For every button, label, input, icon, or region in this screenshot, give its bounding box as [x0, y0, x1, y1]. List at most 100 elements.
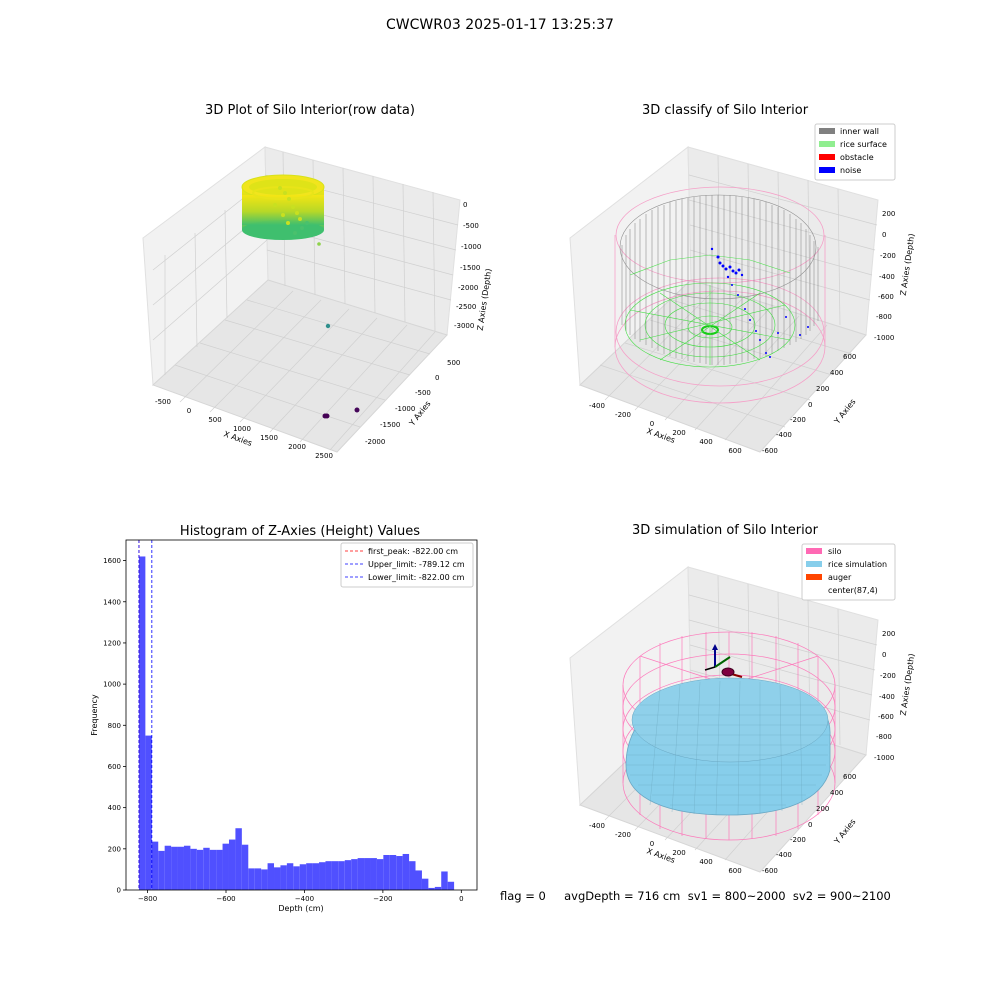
- raw-3d-z-ticks: 0 -500 -1000 -1500 -2000 -2500 -3000: [454, 201, 481, 330]
- histogram-bar: [428, 887, 435, 890]
- legend-label: first_peak: -822.00 cm: [368, 547, 458, 556]
- x-tick-label: −800: [138, 895, 157, 903]
- legend-label: rice surface: [840, 140, 887, 149]
- histogram-xlabel: Depth (cm): [278, 904, 323, 913]
- classify-3d-inner-wall: [619, 194, 819, 365]
- raw-3d-ylabel: Y Axies: [407, 399, 433, 428]
- simulation-3d-ylabel: Y Axies: [832, 817, 858, 846]
- histogram-bar: [299, 864, 307, 890]
- classify-3d-plot: inner wall rice surface obstacle noise 2…: [569, 123, 917, 455]
- legend-label: silo: [828, 547, 842, 556]
- classify-3d-z-ticks: 200 0 -200 -400 -600 -800 -1000: [874, 210, 896, 342]
- raw-3d-zlabel: Z Axies (Depth): [476, 268, 494, 331]
- x-tick: 1000: [233, 425, 251, 433]
- raw-3d-x-ticks: -500 0 500 1000 1500 2000 2500: [155, 398, 333, 460]
- x-tick-label: −200: [373, 895, 392, 903]
- y-tick: 200: [816, 385, 829, 393]
- histogram-bar: [409, 861, 416, 890]
- raw-3d-pane-floor: [152, 279, 448, 453]
- histogram-bar: [286, 863, 294, 890]
- histogram-bar: [415, 870, 422, 890]
- x-tick: 200: [672, 849, 685, 857]
- histogram-x-ticks: −800 −600 −400 −200 0: [138, 890, 464, 903]
- legend-swatch-rice-surface: [819, 141, 835, 147]
- status-footer: flag = 0 avgDepth = 716 cm sv1 = 800~200…: [500, 889, 891, 903]
- y-tick: -200: [790, 836, 806, 844]
- z-tick: -3000: [454, 322, 474, 330]
- simulation-3d-auger: [704, 644, 743, 678]
- classify-3d-gridlines: [599, 155, 878, 441]
- histogram-bar: [177, 846, 184, 890]
- legend-label: rice simulation: [828, 560, 887, 569]
- x-tick: -200: [615, 831, 631, 839]
- raw-3d-silo-points: [241, 174, 325, 240]
- z-tick: -1000: [874, 754, 894, 762]
- histogram-bar: [151, 841, 159, 890]
- classify-3d-y-ticks: 600 400 200 0 -200 -400 -600: [762, 353, 856, 455]
- raw-3d-title: 3D Plot of Silo Interior(row data): [205, 103, 415, 118]
- z-tick: -2500: [456, 303, 476, 311]
- x-tick-label: −400: [295, 895, 314, 903]
- legend-swatch-obstacle: [819, 154, 835, 160]
- histogram-bar: [248, 868, 255, 890]
- y-tick: -400: [776, 851, 792, 859]
- y-tick: -500: [415, 389, 431, 397]
- z-tick: 0: [463, 201, 467, 209]
- histogram-bar: [145, 735, 152, 890]
- y-tick: -2000: [365, 438, 385, 446]
- classify-3d-legend: inner wall rice surface obstacle noise: [814, 123, 896, 181]
- x-tick-label: −600: [216, 895, 235, 903]
- z-tick: 0: [882, 231, 886, 239]
- panel-raw-3d: 3D Plot of Silo Interior(row data): [125, 95, 495, 475]
- classify-3d-zlabel: Z Axies (Depth): [899, 233, 917, 296]
- histogram-bar: [319, 862, 326, 890]
- histogram-bar: [196, 849, 204, 890]
- panel-classify-3d: 3D classify of Silo Interior: [560, 95, 940, 475]
- z-tick: -500: [463, 222, 479, 230]
- y-tick: -600: [762, 447, 778, 455]
- y-tick-label: 600: [108, 763, 121, 771]
- y-tick: 400: [830, 369, 843, 377]
- histogram-bar: [254, 868, 262, 890]
- y-tick: -1500: [380, 421, 400, 429]
- y-tick-label: 1000: [103, 681, 121, 689]
- classify-3d-pane-floor: [579, 279, 867, 453]
- z-tick: -600: [878, 293, 894, 301]
- y-tick: 0: [808, 401, 812, 409]
- histogram-bar: [312, 863, 320, 890]
- histogram-bar: [235, 828, 242, 890]
- y-tick: -1000: [395, 405, 415, 413]
- histogram-bar: [306, 863, 313, 890]
- classify-3d-title: 3D classify of Silo Interior: [641, 103, 809, 118]
- classify-3d-x-ticks: -400 -200 0 200 400 600: [589, 402, 742, 455]
- histogram-bar: [370, 858, 377, 890]
- simulation-3d-x-ticks: -400 -200 0 200 400 600: [589, 822, 742, 875]
- histogram-bar: [383, 855, 390, 890]
- histogram-bar: [389, 855, 397, 890]
- histogram-bar: [171, 846, 178, 890]
- x-tick: 0: [650, 840, 654, 848]
- z-tick: -800: [876, 313, 892, 321]
- x-tick: -500: [155, 398, 171, 406]
- y-tick: 200: [816, 805, 829, 813]
- histogram-bar: [338, 861, 345, 890]
- histogram-y-ticks: 0 200 400 600 800 1000 1200 1400 1600: [103, 557, 126, 895]
- z-tick: -400: [879, 273, 895, 281]
- x-tick-label: 0: [459, 895, 463, 903]
- z-tick: -1000: [461, 243, 481, 251]
- histogram-bar: [357, 858, 365, 890]
- classify-3d-rice-surface: [624, 254, 796, 368]
- y-tick: -400: [776, 431, 792, 439]
- z-tick: -200: [880, 252, 896, 260]
- histogram-bar: [267, 863, 275, 890]
- histogram-bar: [293, 866, 300, 890]
- histogram-bar: [441, 871, 448, 890]
- histogram-bar: [434, 886, 442, 890]
- legend-label: noise: [840, 166, 861, 175]
- histogram-threshold-lines: [138, 540, 153, 890]
- histogram-legend: first_peak: -822.00 cm Upper_limit: -789…: [340, 542, 474, 588]
- z-tick: 0: [882, 651, 886, 659]
- x-tick: 0: [650, 420, 654, 428]
- x-tick: 2000: [288, 443, 306, 451]
- histogram-bar: [331, 861, 339, 890]
